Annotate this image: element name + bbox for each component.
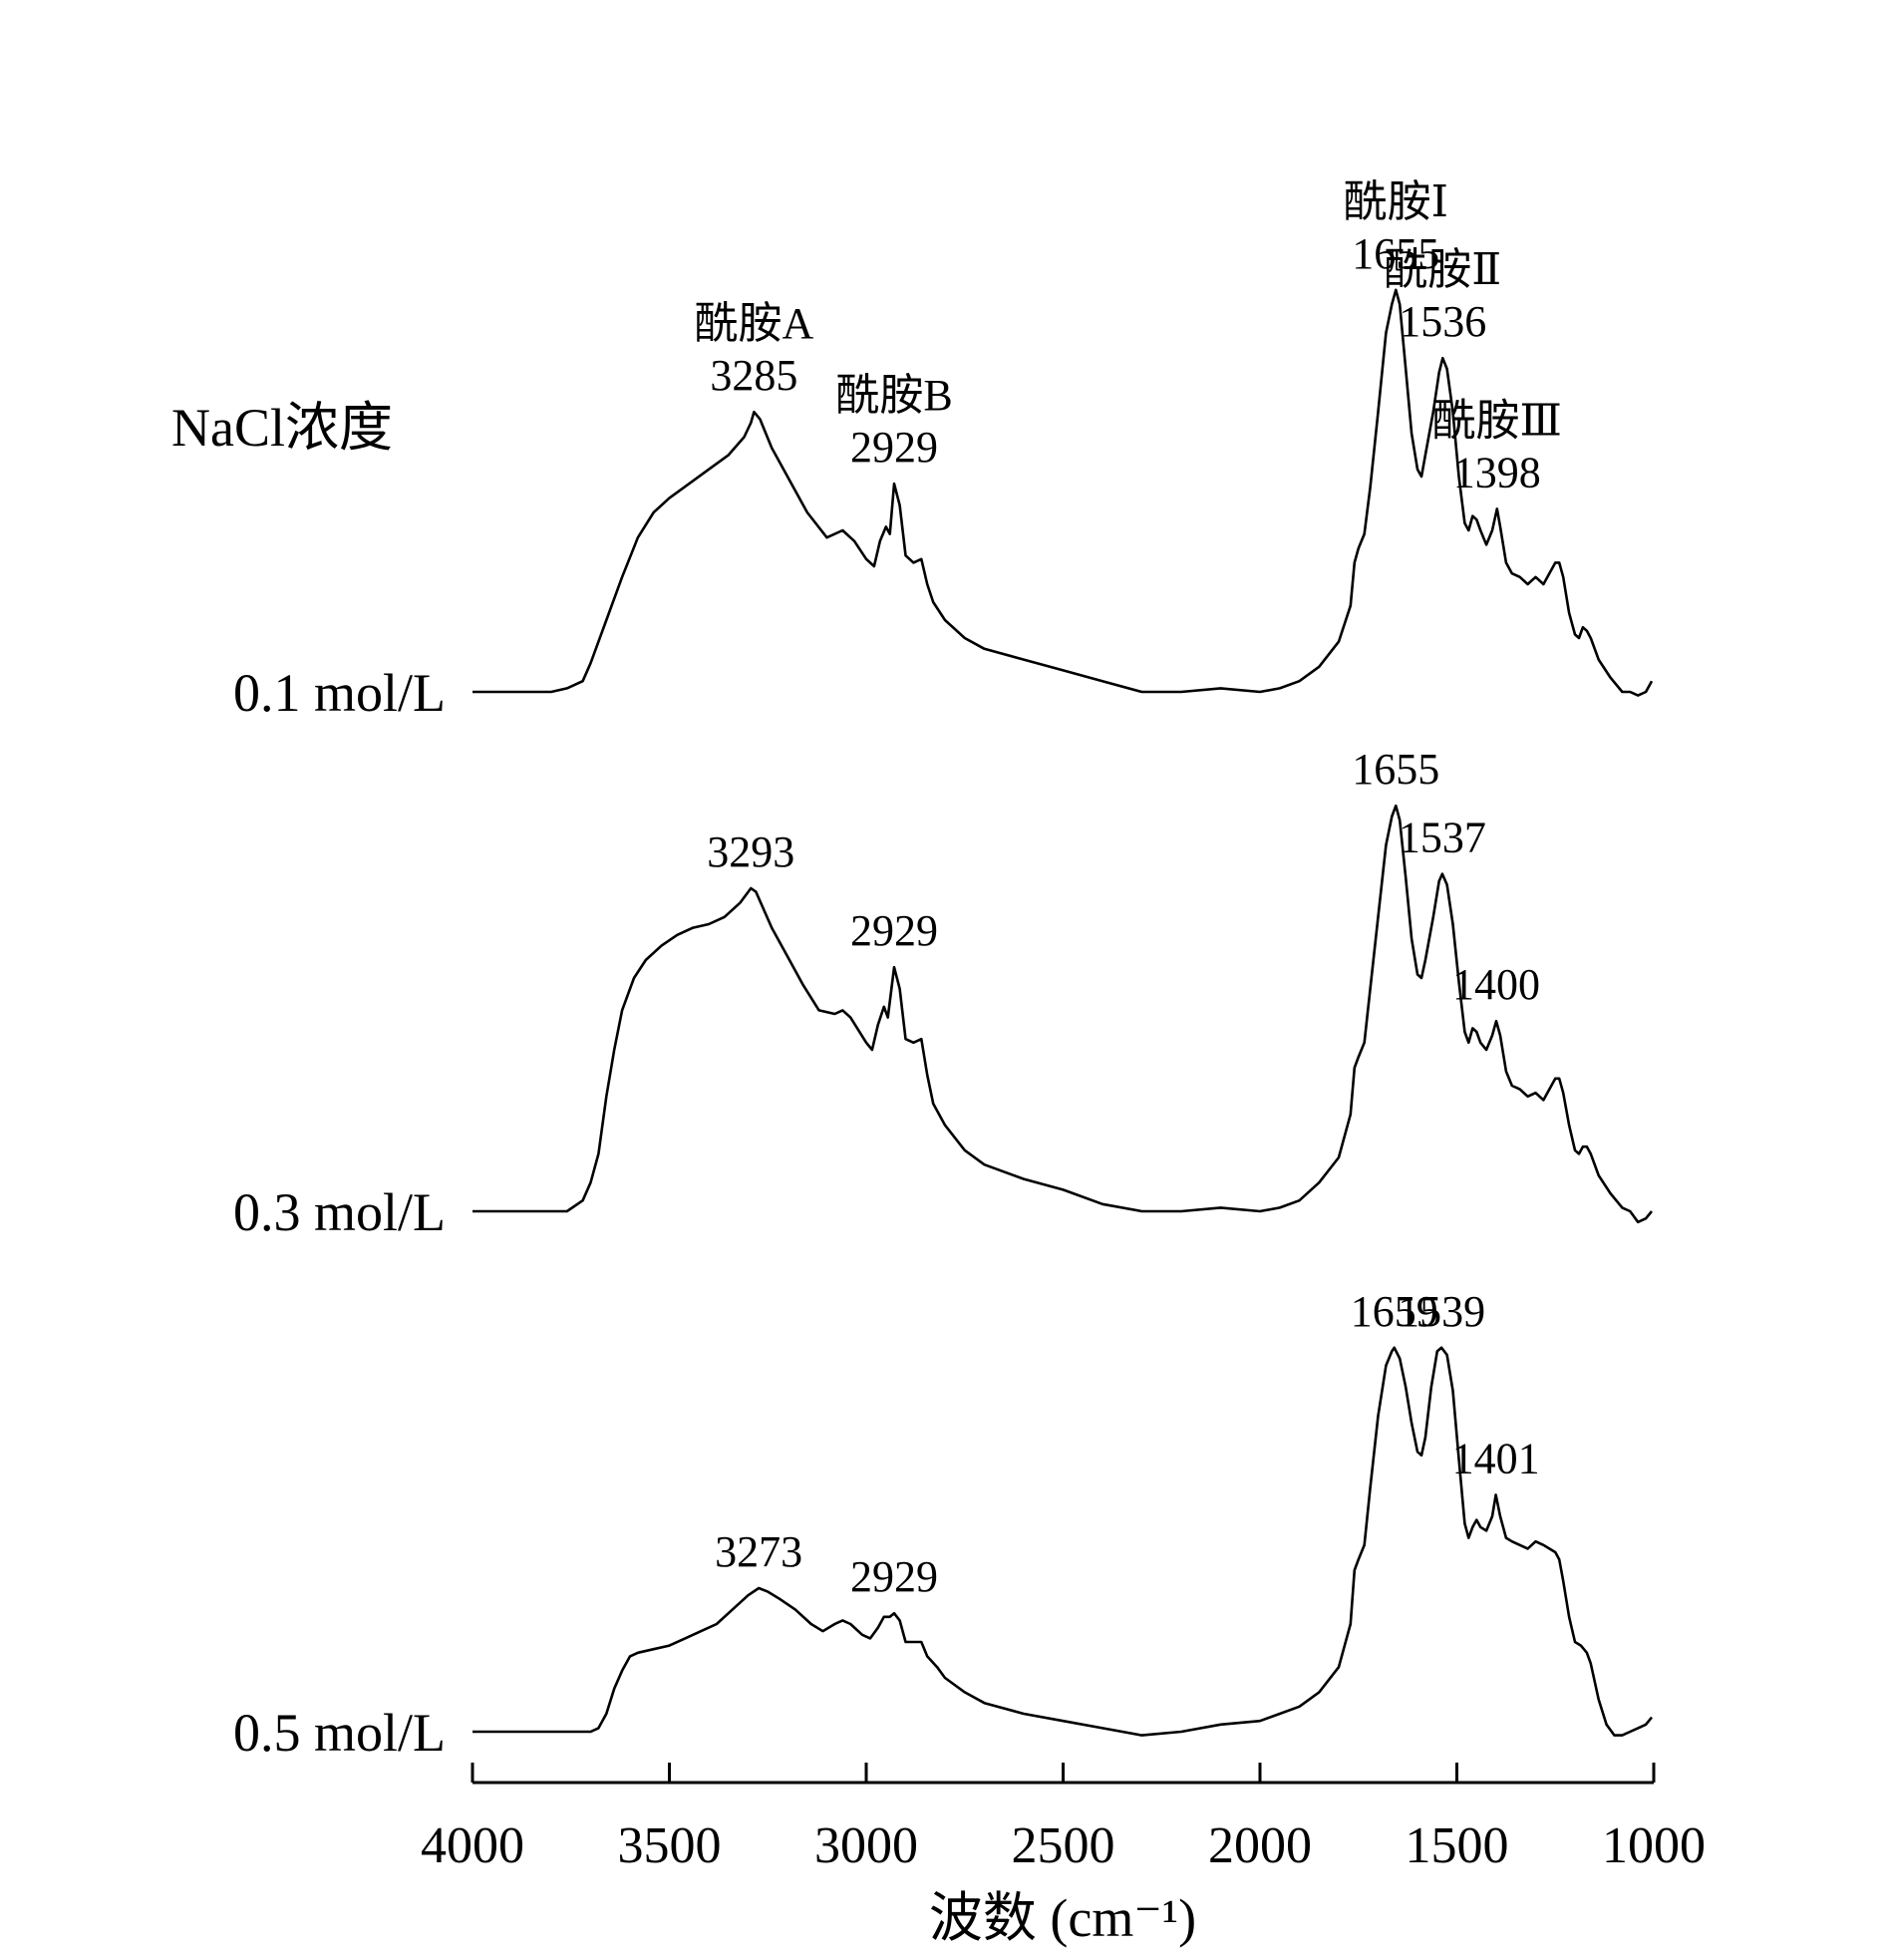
peak-annotation: 1401 (1452, 1434, 1540, 1482)
x-tick-label: 3500 (618, 1817, 722, 1874)
series-label-layer: 0.1 mol/L 0.3 mol/L 0.5 mol/L (233, 663, 446, 1763)
peak-annotation: 1655 (1352, 745, 1439, 794)
series-line-2 (472, 804, 1654, 1224)
peak-value-label: 1536 (1399, 297, 1486, 346)
peak-annotation: 1539 (1398, 1287, 1485, 1336)
peak-band-label: 酰胺Ⅱ (1384, 245, 1501, 294)
peak-value-label: 2929 (850, 906, 938, 955)
peak-value-label: 1655 (1352, 745, 1439, 794)
peak-annotation: 1537 (1399, 814, 1486, 862)
peak-annotation: 2929 (850, 1552, 938, 1601)
peak-value-label: 1659 (1351, 1287, 1438, 1336)
x-axis-title: 波数 (cm⁻¹) (929, 1888, 1196, 1948)
x-tick-label: 4000 (421, 1817, 524, 1874)
peak-value-label: 3285 (710, 351, 797, 400)
peak-band-label: 酰胺Ⅲ (1432, 396, 1562, 445)
peak-value-label: 3273 (715, 1527, 802, 1576)
peak-annotation: 2929 (850, 906, 938, 955)
peak-value-label: 1400 (1452, 960, 1540, 1009)
peak-value-label: 2929 (850, 1552, 938, 1601)
series-label-2: 0.3 mol/L (233, 1182, 446, 1242)
x-tick-label: 2000 (1208, 1817, 1312, 1874)
x-tick-label: 1000 (1602, 1817, 1706, 1874)
peak-band-label: 酰胺B (835, 371, 952, 420)
peak-band-label: 酰胺Ⅰ (1344, 177, 1448, 226)
peak-annotation: 1400 (1452, 960, 1540, 1009)
series-label-3: 0.5 mol/L (233, 1703, 446, 1763)
peak-annotation: 1659 (1351, 1287, 1438, 1336)
series-layer (472, 288, 1654, 1737)
peak-annotation: 3293 (707, 827, 794, 876)
x-tick-label: 3000 (814, 1817, 918, 1874)
series-line-3 (472, 1346, 1654, 1737)
x-tick-label: 1500 (1406, 1817, 1509, 1874)
series-line-1 (472, 288, 1654, 697)
peak-band-label: 酰胺A (695, 299, 814, 348)
peak-value-label: 1537 (1399, 814, 1486, 862)
x-tick-layer: 4000 3500 3000 2500 2000 1500 1000 (421, 1763, 1706, 1874)
peak-value-label: 1655 (1352, 229, 1439, 278)
peak-value-label: 1401 (1452, 1434, 1540, 1482)
legend-title: NaCl浓度 (171, 398, 393, 458)
peak-value-label: 2929 (850, 423, 938, 472)
x-tick-label: 2500 (1012, 1817, 1115, 1874)
peak-value-label: 3293 (707, 827, 794, 876)
series-label-1: 0.1 mol/L (233, 663, 446, 723)
peak-annotation: 3273 (715, 1527, 802, 1576)
peak-value-label: 1539 (1398, 1287, 1485, 1336)
peak-value-label: 1398 (1453, 448, 1541, 496)
